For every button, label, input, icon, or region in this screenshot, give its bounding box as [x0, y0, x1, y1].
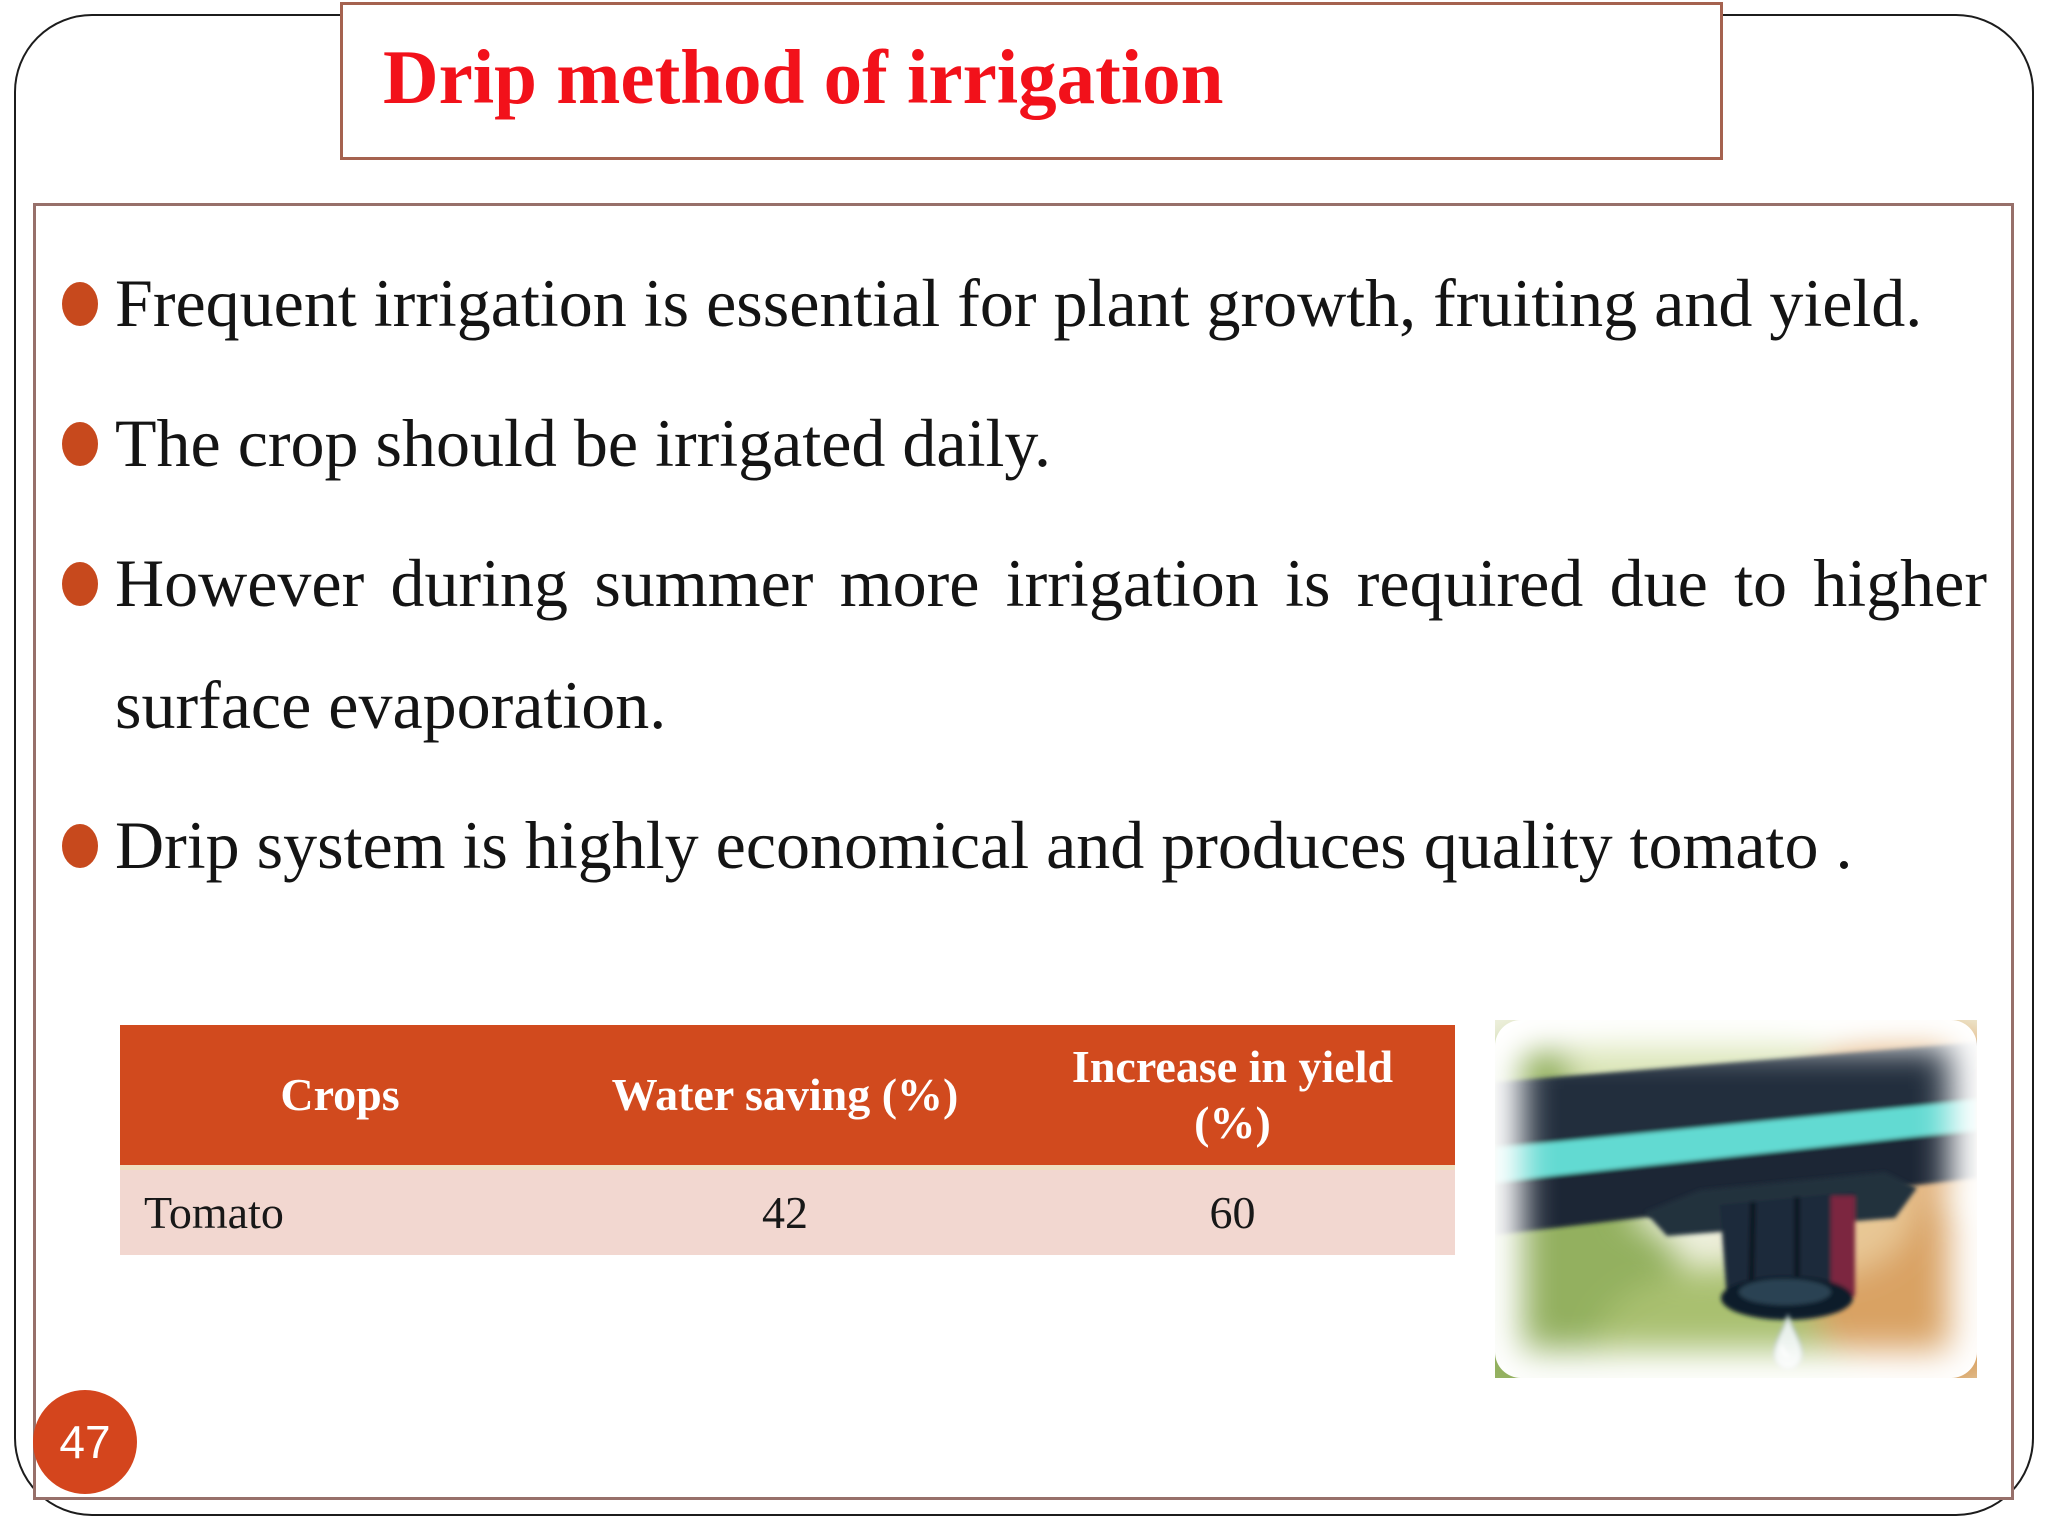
bullet-list: Frequent irrigation is essential for pla…: [36, 242, 2011, 924]
bullet-text: The crop should be irrigated daily.: [115, 405, 1051, 481]
bullet-item-2: The crop should be irrigated daily.: [36, 382, 1987, 504]
bullet-text: Frequent irrigation is essential for pla…: [115, 265, 1923, 341]
drip-emitter-photo: [1495, 1020, 1977, 1378]
table-row: Tomato 42 60: [120, 1170, 1455, 1255]
bullet-dot-icon: [62, 562, 98, 606]
bullet-text: Drip system is highly economical and pro…: [115, 807, 1853, 883]
page-number-badge: 47: [33, 1390, 137, 1494]
bullet-text-line-1: However during summer more irrigation is…: [115, 545, 1987, 621]
crops-table: Crops Water saving (%) Increase in yield…: [120, 1025, 1455, 1255]
bullet-dot-icon: [62, 422, 98, 466]
content-box: Frequent irrigation is essential for pla…: [33, 203, 2014, 1500]
page-number: 47: [59, 1416, 111, 1468]
bullet-item-3: However during summer more irrigation is…: [36, 522, 1987, 766]
table-cell-increase-yield: 60: [1209, 1187, 1256, 1238]
page-title: Drip method of irrigation: [383, 34, 1224, 120]
title-box: Drip method of irrigation: [340, 2, 1723, 160]
table-header-increase-yield: Increase in yield (%): [1071, 1040, 1394, 1148]
table-header-row: Crops Water saving (%) Increase in yield…: [120, 1025, 1455, 1170]
table-cell-crop: Tomato: [144, 1187, 284, 1238]
table-cell-water-saving: 42: [762, 1187, 808, 1238]
bullet-item-1: Frequent irrigation is essential for pla…: [36, 242, 1987, 364]
bullet-text-line-2: surface evaporation.: [115, 667, 667, 743]
table-header-water-saving: Water saving (%): [611, 1068, 959, 1120]
table-header-crops: Crops: [280, 1068, 400, 1120]
bullet-dot-icon: [62, 282, 98, 326]
bullet-dot-icon: [62, 824, 98, 868]
bullet-item-4: Drip system is highly economical and pro…: [36, 784, 1987, 906]
